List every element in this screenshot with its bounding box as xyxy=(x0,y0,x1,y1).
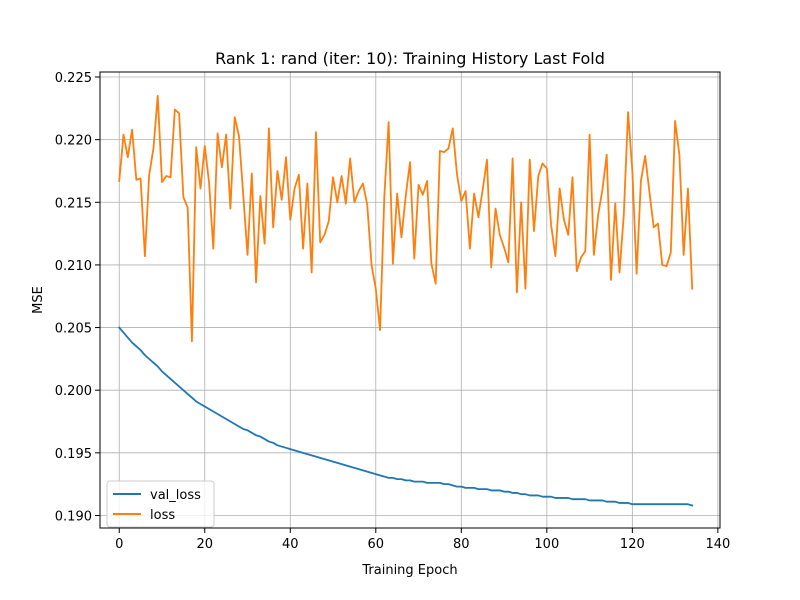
y-tick-label: 0.210 xyxy=(55,259,92,274)
y-tick-label: 0.225 xyxy=(55,71,92,86)
y-tick-label: 0.200 xyxy=(55,384,92,399)
y-tick-label: 0.195 xyxy=(55,447,92,462)
y-tick-label: 0.220 xyxy=(55,134,92,149)
chart-title: Rank 1: rand (iter: 10): Training Histor… xyxy=(215,49,605,68)
legend-label-loss: loss xyxy=(150,508,175,523)
axes: 0 20 40 60 80 100 120 140 0.190 0.195 0.200 0.205 0.… xyxy=(55,71,730,552)
series-line-val-loss xyxy=(117,326,694,507)
grid xyxy=(100,72,720,528)
x-tick-label: 120 xyxy=(620,537,645,552)
legend: val_loss loss xyxy=(106,480,215,528)
x-tick-label: 20 xyxy=(196,537,213,552)
y-tick-label: 0.190 xyxy=(55,509,92,524)
y-tick-label: 0.205 xyxy=(55,322,92,337)
y-tick-label: 0.215 xyxy=(55,196,92,211)
series-line-loss xyxy=(118,94,694,343)
series-group xyxy=(117,94,694,507)
x-axis-title: Training Epoch xyxy=(361,563,457,578)
x-tick-label: 100 xyxy=(534,537,559,552)
x-tick-label: 80 xyxy=(453,537,470,552)
plot-area xyxy=(100,72,720,528)
x-tick-label: 140 xyxy=(705,537,730,552)
x-tick-label: 60 xyxy=(368,537,385,552)
x-tick-label: 0 xyxy=(115,537,123,552)
legend-box xyxy=(106,480,215,528)
legend-label-val-loss: val_loss xyxy=(150,488,201,503)
y-axis-title: MSE xyxy=(31,286,46,314)
x-tick-label: 40 xyxy=(282,537,299,552)
plot-frame xyxy=(99,71,721,529)
